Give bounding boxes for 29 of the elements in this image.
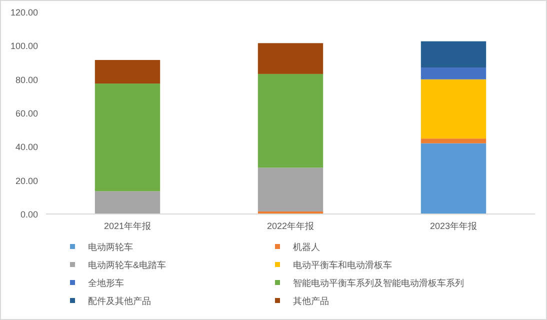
y-tick-label: 0.00 [20, 210, 38, 220]
bar [94, 191, 160, 214]
x-tick-label: 2021年年报 [104, 221, 152, 231]
legend-label: 配件及其他产品 [88, 296, 151, 306]
x-tick-label: 2023年年报 [430, 221, 478, 231]
bar [420, 138, 486, 144]
legend-label: 智能电动平衡车系列及智能电动滑板车系列 [293, 278, 464, 288]
bar [258, 168, 324, 212]
bar [258, 74, 324, 168]
x-tick-label: 2022年年报 [266, 221, 314, 231]
legend-label: 机器人 [293, 242, 320, 252]
bar [258, 43, 324, 74]
legend-label: 电动两轮车 [88, 242, 133, 252]
y-tick-label: 20.00 [15, 176, 38, 186]
y-tick-label: 80.00 [15, 74, 38, 85]
y-tick-label: 60.00 [15, 108, 38, 118]
legend-label: 全地形车 [88, 278, 124, 288]
bar [420, 79, 486, 139]
y-tick-label: 100.00 [10, 41, 38, 52]
legend-label: 电动两轮车&电踏车 [88, 260, 166, 270]
legend-label: 其他产品 [293, 296, 329, 306]
bar [420, 68, 486, 80]
bar [94, 84, 160, 192]
legend-label: 电动平衡车和电动滑板车 [293, 260, 392, 270]
bar [94, 60, 160, 84]
y-tick-label: 40.00 [15, 142, 38, 152]
bar [420, 41, 486, 68]
bar [420, 143, 486, 214]
y-tick-label: 120.00 [10, 8, 38, 18]
